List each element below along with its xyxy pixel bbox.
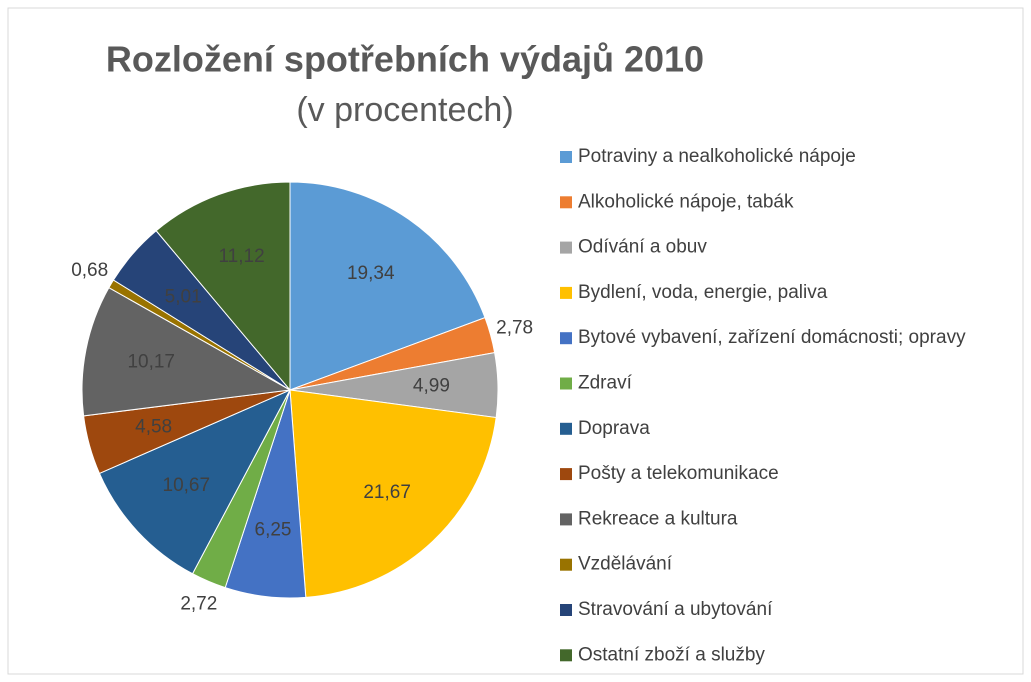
data-label: 5,01 [165,286,202,307]
pie-slice [289,389,497,598]
pie-slice [155,181,291,392]
legend-swatch [560,241,572,254]
data-label: 21,67 [363,482,411,503]
legend-swatch [560,332,572,345]
pie-slice [81,286,292,417]
legend-swatch [560,468,572,481]
data-label: 10,67 [163,475,211,496]
legend-label: Pošty a telekomunikace [578,463,779,484]
legend-label: Bydlení, voda, energie, paliva [578,282,828,303]
legend-label: Vzdělávání [578,554,673,575]
legend-swatch [560,151,572,163]
legend-label: Potraviny a nealkoholické nápoje [578,146,856,167]
data-label: 11,12 [219,246,265,267]
legend-label: Ostatní zboží a služby [578,644,765,665]
data-label: 4,99 [413,376,450,397]
legend-label: Stravování a ubytování [578,599,773,620]
data-label: 2,78 [496,317,533,338]
chart-subtitle: (v procentech) [296,91,513,129]
legend-label: Zdraví [578,373,633,394]
legend-swatch [560,196,572,209]
legend-label: Bytové vybavení, zařízení domácnosti; op… [578,327,966,348]
legend-swatch [560,649,572,662]
data-label: 2,72 [180,593,217,614]
legend-label: Doprava [578,418,650,439]
legend-label: Rekreace a kultura [578,508,738,529]
legend-label: Odívání a obuv [578,237,707,258]
data-label: 0,68 [71,260,108,281]
legend-swatch [560,558,572,571]
legend-swatch [560,604,572,616]
pie-slice [289,181,486,391]
data-label: 19,34 [347,263,395,284]
legend-swatch [560,286,572,299]
data-label: 4,58 [135,417,172,438]
pie-slice [98,388,292,575]
legend-swatch [560,513,572,526]
data-label: 6,25 [255,519,292,540]
legend-swatch [560,377,572,390]
chart-title: Rozložení spotřebních výdajů 2010 [106,39,704,80]
data-label: 10,17 [127,352,175,373]
legend-swatch [560,422,572,435]
legend-label: Alkoholické nápoje, tabák [578,191,794,212]
